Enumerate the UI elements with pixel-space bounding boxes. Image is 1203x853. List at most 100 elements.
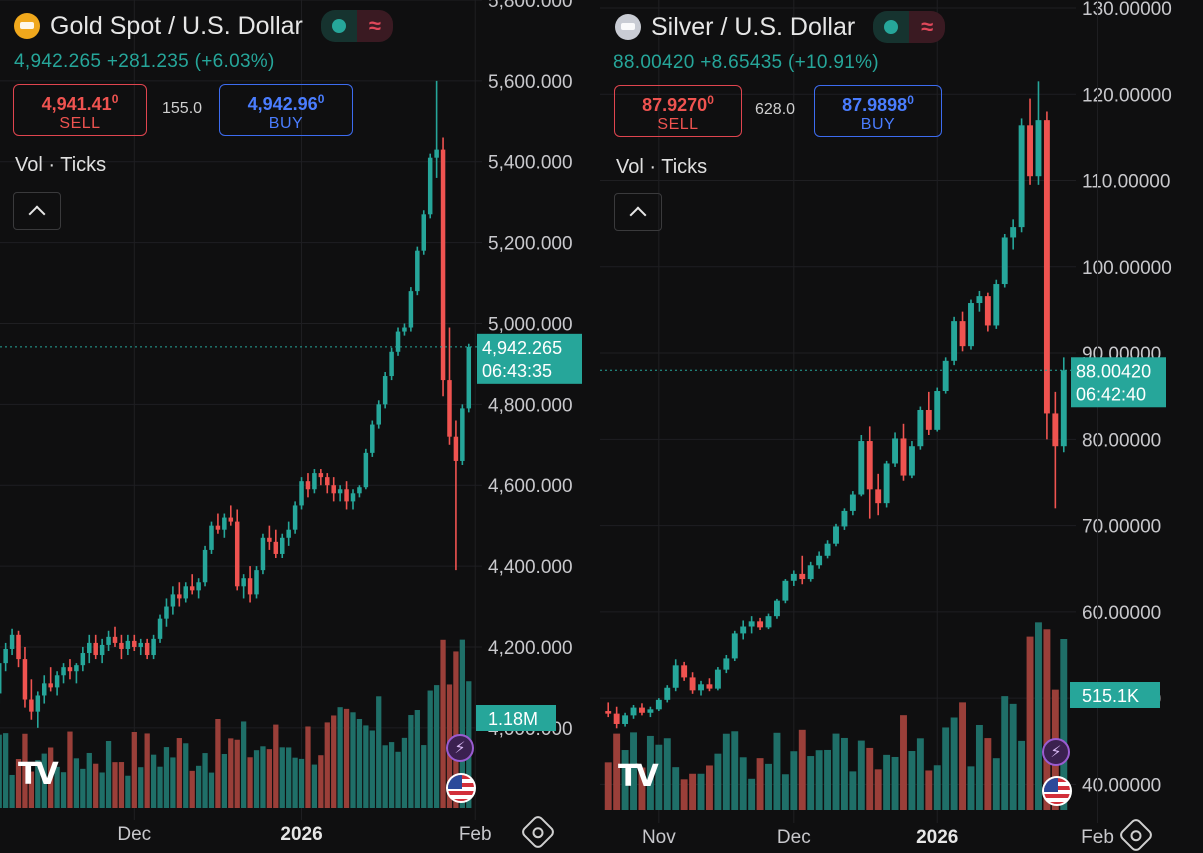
- candle-body[interactable]: [740, 626, 747, 634]
- candle-body[interactable]: [74, 665, 79, 672]
- candle-body[interactable]: [1035, 120, 1042, 177]
- candle-body[interactable]: [402, 327, 407, 332]
- candle-body[interactable]: [427, 157, 433, 215]
- candle-body[interactable]: [1027, 125, 1033, 177]
- candle-body[interactable]: [299, 481, 304, 506]
- candle-body[interactable]: [434, 149, 439, 158]
- silver-symbol-title[interactable]: Silver / U.S. Dollar: [651, 12, 856, 41]
- candle-body[interactable]: [16, 634, 21, 660]
- candle-body[interactable]: [875, 489, 882, 504]
- gold-collapse-button[interactable]: [13, 192, 61, 230]
- candle-body[interactable]: [222, 517, 227, 530]
- candle-body[interactable]: [706, 684, 713, 689]
- candle-body[interactable]: [841, 510, 848, 527]
- candle-body[interactable]: [968, 303, 974, 347]
- candle-body[interactable]: [959, 321, 966, 347]
- candle-body[interactable]: [672, 665, 679, 688]
- candle-body[interactable]: [215, 525, 221, 530]
- candle-body[interactable]: [395, 331, 401, 352]
- candle-body[interactable]: [286, 529, 291, 538]
- candle-body[interactable]: [119, 642, 124, 649]
- candle-body[interactable]: [622, 715, 629, 724]
- candle-body[interactable]: [460, 408, 465, 461]
- gold-chart-canvas[interactable]: 5,800.000 5,600.000 5,400.000 5,200.000 5,00…: [0, 0, 600, 853]
- candle-body[interactable]: [681, 665, 688, 678]
- candle-body[interactable]: [41, 683, 47, 696]
- candle-body[interactable]: [1010, 227, 1017, 238]
- candle-body[interactable]: [93, 642, 98, 656]
- candle-body[interactable]: [993, 284, 1000, 326]
- candle-body[interactable]: [655, 699, 662, 710]
- candle-body[interactable]: [1043, 120, 1050, 414]
- candle-body[interactable]: [35, 695, 41, 712]
- candle-body[interactable]: [908, 446, 915, 476]
- gold-buy-button[interactable]: 4,942.960 BUY: [219, 84, 353, 136]
- candle-body[interactable]: [61, 667, 66, 676]
- candle-body[interactable]: [125, 640, 131, 649]
- candle-body[interactable]: [189, 586, 195, 591]
- us-flag-icon[interactable]: [446, 773, 476, 803]
- bolt-icon[interactable]: ⚡: [446, 734, 474, 762]
- candle-body[interactable]: [1001, 237, 1008, 285]
- candle-body[interactable]: [440, 149, 446, 381]
- candle-body[interactable]: [67, 667, 73, 672]
- candle-body[interactable]: [247, 578, 253, 595]
- candle-body[interactable]: [48, 683, 53, 688]
- gold-symbol-title[interactable]: Gold Spot / U.S. Dollar: [50, 11, 303, 40]
- candle-body[interactable]: [757, 621, 764, 628]
- candle-body[interactable]: [318, 473, 324, 478]
- candle-body[interactable]: [415, 250, 420, 292]
- candle-body[interactable]: [925, 409, 932, 430]
- gold-market-status-pill[interactable]: ≈: [320, 10, 393, 42]
- candle-body[interactable]: [170, 594, 176, 607]
- candle-body[interactable]: [22, 659, 28, 700]
- silver-market-status-pill[interactable]: ≈: [873, 11, 946, 43]
- candle-body[interactable]: [807, 565, 814, 580]
- candle-body[interactable]: [112, 636, 118, 643]
- candle-body[interactable]: [260, 537, 266, 571]
- candle-body[interactable]: [209, 525, 214, 550]
- candle-body[interactable]: [312, 473, 317, 490]
- candle-body[interactable]: [344, 489, 349, 502]
- candle-body[interactable]: [723, 658, 730, 670]
- candle-body[interactable]: [613, 713, 620, 724]
- candle-body[interactable]: [325, 477, 330, 486]
- candle-body[interactable]: [331, 485, 336, 494]
- gold-sell-button[interactable]: 4,941.410 SELL: [13, 84, 147, 136]
- candle-body[interactable]: [234, 521, 240, 587]
- tradingview-logo-icon[interactable]: TV: [18, 757, 59, 792]
- candle-body[interactable]: [833, 526, 839, 544]
- candle-body[interactable]: [664, 687, 671, 700]
- candle-body[interactable]: [267, 537, 272, 542]
- candle-body[interactable]: [273, 541, 279, 554]
- candle-body[interactable]: [917, 409, 924, 447]
- candle-body[interactable]: [29, 699, 34, 712]
- candle-body[interactable]: [984, 296, 991, 326]
- candle-body[interactable]: [183, 586, 189, 599]
- candle-body[interactable]: [900, 438, 907, 476]
- candle-body[interactable]: [196, 582, 201, 591]
- candle-body[interactable]: [305, 481, 311, 490]
- silver-buy-button[interactable]: 87.98980 BUY: [814, 85, 942, 137]
- candle-body[interactable]: [1052, 413, 1059, 447]
- candle-body[interactable]: [942, 360, 949, 392]
- candle-body[interactable]: [934, 391, 941, 430]
- candle-body[interactable]: [382, 376, 388, 405]
- candle-body[interactable]: [279, 537, 285, 554]
- gold-volume-indicator-label[interactable]: Vol · Ticks: [15, 154, 107, 176]
- tradingview-logo-icon[interactable]: TV: [618, 759, 659, 794]
- candle-body[interactable]: [453, 436, 459, 461]
- candle-body[interactable]: [138, 642, 143, 647]
- candle-body[interactable]: [782, 580, 789, 601]
- candle-body[interactable]: [773, 600, 780, 617]
- candle-body[interactable]: [363, 452, 369, 488]
- candle-body[interactable]: [849, 494, 856, 511]
- candle-body[interactable]: [337, 489, 343, 494]
- silver-collapse-button[interactable]: [614, 193, 662, 231]
- candle-body[interactable]: [824, 543, 831, 556]
- candle-body[interactable]: [357, 487, 362, 494]
- candle-body[interactable]: [816, 555, 823, 566]
- candle-body[interactable]: [866, 441, 873, 490]
- candle-body[interactable]: [292, 505, 298, 530]
- silver-volume-indicator-label[interactable]: Vol · Ticks: [616, 156, 708, 178]
